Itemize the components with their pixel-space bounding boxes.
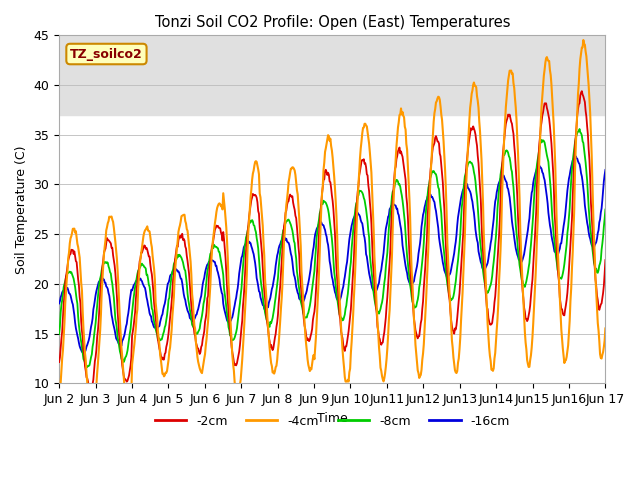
-16cm <box>207 258 214 264</box>
Line: -16cm: -16cm <box>59 156 605 352</box>
-2cm <box>415 333 423 339</box>
X-axis label: Time: Time <box>317 411 348 425</box>
-4cm <box>122 396 130 402</box>
-8cm <box>576 126 584 132</box>
-16cm <box>79 349 86 355</box>
-16cm <box>178 276 186 282</box>
Text: TZ_soilco2: TZ_soilco2 <box>70 48 143 60</box>
-16cm <box>415 245 423 251</box>
-2cm <box>399 159 407 165</box>
-2cm <box>65 254 73 260</box>
-8cm <box>399 204 407 210</box>
-4cm <box>55 396 63 402</box>
Y-axis label: Soil Temperature (C): Soil Temperature (C) <box>15 145 28 274</box>
Legend: -2cm, -4cm, -8cm, -16cm: -2cm, -4cm, -8cm, -16cm <box>150 410 515 433</box>
-16cm <box>55 300 63 306</box>
-4cm <box>399 113 407 119</box>
-8cm <box>178 255 186 261</box>
Line: -4cm: -4cm <box>59 40 605 410</box>
-4cm <box>579 37 587 43</box>
-2cm <box>122 377 130 383</box>
-2cm <box>207 258 214 264</box>
-8cm <box>55 331 63 337</box>
-4cm <box>178 213 186 219</box>
-8cm <box>207 251 214 257</box>
Bar <box>59 36 605 115</box>
-16cm <box>572 154 580 159</box>
-8cm <box>122 354 130 360</box>
-2cm <box>86 386 94 392</box>
Line: -2cm: -2cm <box>59 91 605 389</box>
-16cm <box>602 167 609 173</box>
-4cm <box>602 325 609 331</box>
-4cm <box>415 375 423 381</box>
Line: -8cm: -8cm <box>59 129 605 367</box>
-8cm <box>415 284 423 290</box>
-4cm <box>89 408 97 413</box>
-16cm <box>122 324 130 329</box>
-8cm <box>83 364 90 370</box>
-8cm <box>65 269 73 275</box>
-16cm <box>399 248 407 253</box>
-2cm <box>602 257 609 263</box>
-16cm <box>65 290 73 296</box>
-2cm <box>578 88 586 94</box>
Title: Tonzi Soil CO2 Profile: Open (East) Temperatures: Tonzi Soil CO2 Profile: Open (East) Temp… <box>154 15 510 30</box>
-8cm <box>602 207 609 213</box>
-2cm <box>55 359 63 365</box>
-2cm <box>178 233 186 239</box>
-4cm <box>207 283 214 288</box>
-4cm <box>65 250 73 255</box>
